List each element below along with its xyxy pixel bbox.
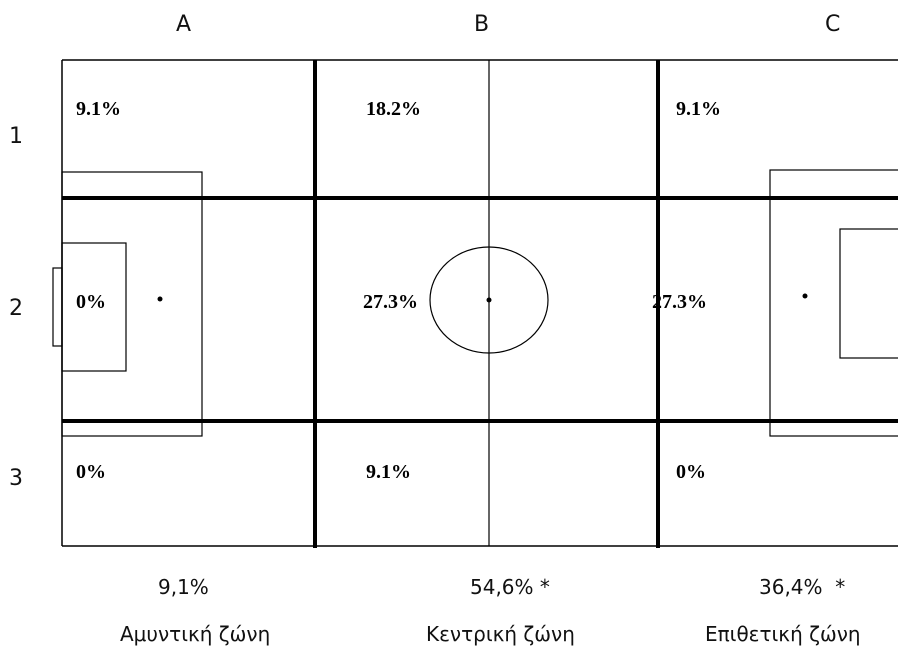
cell-c3-value: 0% — [676, 461, 706, 483]
right-penalty-area — [769, 169, 898, 437]
zone-label-offensive: Επιθετική ζώνη — [705, 622, 861, 646]
cell-b2-value: 27.3% — [363, 291, 418, 313]
cell-c2-value: 27.3% — [652, 291, 707, 313]
cell-b1-value: 18.2% — [366, 98, 421, 120]
cell-c1-value: 9.1% — [676, 98, 721, 120]
cell-a2-value: 0% — [76, 291, 106, 313]
right-penalty-spot — [802, 293, 808, 299]
row-header-2: 2 — [9, 296, 23, 321]
column-header-a: A — [176, 12, 192, 37]
cell-b3-value: 9.1% — [366, 461, 411, 483]
left-goal — [52, 267, 63, 347]
center-circle — [429, 246, 549, 354]
zone-total-offensive: 36,4% * — [759, 575, 846, 599]
column-header-c: C — [825, 12, 841, 37]
row-header-1: 1 — [9, 124, 23, 149]
cell-a1-value: 9.1% — [76, 98, 121, 120]
row-header-3: 3 — [9, 466, 23, 491]
left-penalty-spot — [157, 296, 163, 302]
right-goal-area — [839, 228, 898, 359]
zone-total-central: 54,6% * — [470, 575, 550, 599]
cell-a3-value: 0% — [76, 461, 106, 483]
zone-total-defensive: 9,1% — [158, 575, 209, 599]
zone-label-central: Κεντρική ζώνη — [426, 622, 575, 646]
column-header-b: B — [474, 12, 490, 37]
zone-label-defensive: Αμυντική ζώνη — [120, 622, 271, 646]
center-spot — [486, 297, 492, 303]
